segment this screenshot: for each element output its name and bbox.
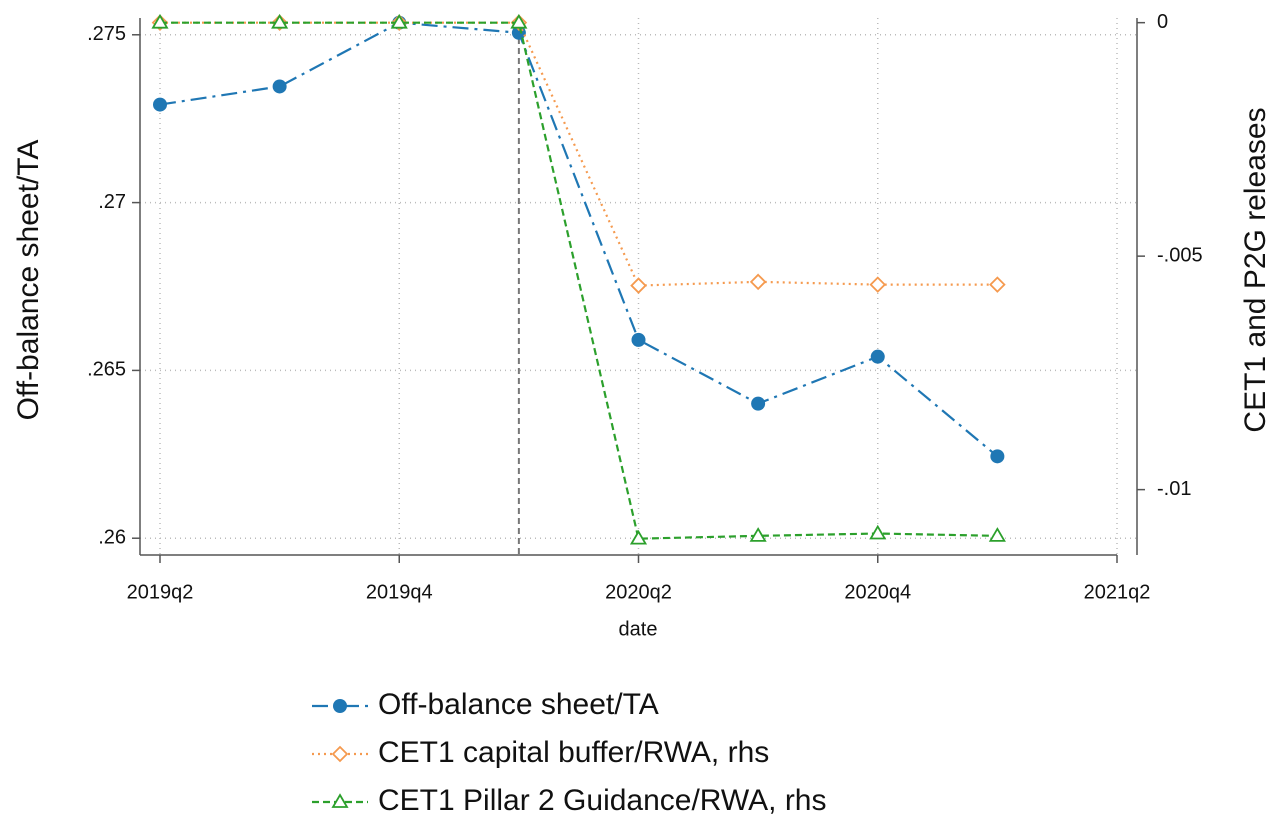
point [630,277,647,294]
point [510,13,528,29]
y2-tick-label: -.01 [1157,478,1191,500]
point [751,396,766,411]
x-tick-label: 2021q2 [1084,581,1151,603]
legend-label: CET1 Pillar 2 Guidance/RWA, rhs [378,784,827,817]
point [869,276,887,293]
point [749,527,767,542]
x-tick-label: 2020q4 [844,581,911,603]
series-line [160,21,998,287]
point [390,13,408,29]
x-tick-label: 2019q4 [366,581,433,603]
point [988,527,1006,542]
point [869,524,887,540]
legend-marker [333,699,347,713]
y2-tick-label: 0 [1157,11,1168,33]
point [629,529,648,545]
point [870,349,885,364]
point [989,276,1006,293]
point [990,449,1005,464]
x-tick-label: 2019q2 [127,581,194,603]
series-line [159,21,999,458]
y-tick-label: .265 [87,359,126,381]
x-tick-label: 2020q2 [605,581,672,603]
point [631,332,646,347]
y-tick-label: .26 [98,527,126,549]
y-tick-label: .275 [87,23,126,45]
legend-marker [331,793,349,808]
y-tick-label: .27 [98,191,126,213]
point [151,13,169,29]
legend-label: CET1 capital buffer/RWA, rhs [378,736,769,769]
point [271,13,289,29]
point [153,97,167,112]
point [749,273,767,291]
y2-axis-label: CET1 and P2G releases [1239,107,1272,432]
y2-tick-label: -.005 [1157,244,1203,266]
point [272,79,287,94]
y-axis-label: Off-balance sheet/TA [12,140,45,421]
legend-marker [331,745,349,763]
legend-label: Off-balance sheet/TA [378,688,659,721]
x-axis-label: date [619,618,658,640]
